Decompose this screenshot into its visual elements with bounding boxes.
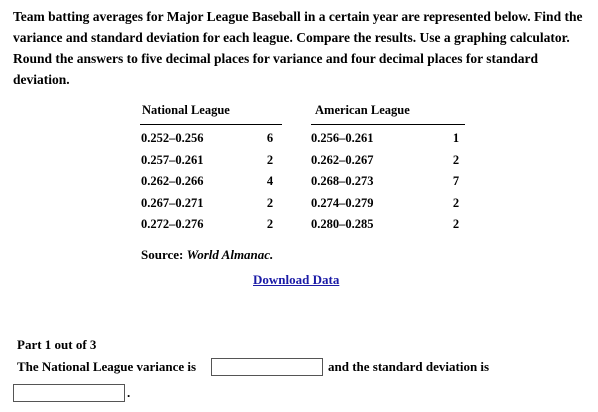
al-class-range: 0.274–0.279 [311, 195, 374, 210]
table-row: 0.257–0.261 2 0.262–0.267 2 [137, 153, 467, 175]
table-row: 0.267–0.271 2 0.274–0.279 2 [137, 196, 467, 218]
nl-frequency: 2 [266, 217, 274, 231]
al-frequency: 2 [452, 217, 460, 231]
sentence-period: . [127, 385, 131, 400]
download-data-link[interactable]: Download Data [253, 272, 340, 287]
nl-class-range: 0.267–0.271 [141, 195, 204, 210]
nl-class-range: 0.257–0.261 [141, 152, 204, 167]
nl-frequency: 6 [266, 131, 274, 145]
american-league-header-rule [311, 124, 465, 125]
national-league-header: National League [142, 103, 230, 117]
al-class-range: 0.280–0.285 [311, 217, 374, 231]
table-row: 0.252–0.256 6 0.256–0.261 1 [137, 131, 467, 153]
source-label: Source: [141, 247, 187, 262]
al-frequency: 1 [452, 131, 460, 145]
al-class-range: 0.256–0.261 [311, 131, 374, 145]
al-frequency: 2 [452, 152, 460, 167]
table-rows: 0.252–0.256 6 0.256–0.261 1 0.257–0.261 … [137, 131, 467, 239]
al-class-range: 0.262–0.267 [311, 152, 374, 167]
table-row: 0.262–0.266 4 0.268–0.273 7 [137, 174, 467, 196]
variance-answer-input[interactable] [211, 358, 323, 376]
standard-deviation-answer-input[interactable] [13, 384, 125, 402]
nl-frequency: 2 [266, 195, 274, 210]
al-frequency: 2 [452, 195, 460, 210]
al-frequency: 7 [452, 174, 460, 188]
nl-frequency: 2 [266, 152, 274, 167]
al-class-range: 0.268–0.273 [311, 174, 374, 188]
nl-frequency: 4 [266, 174, 274, 188]
table-row: 0.272–0.276 2 0.280–0.285 2 [137, 217, 467, 239]
problem-prompt: Team batting averages for Major League B… [13, 9, 583, 87]
american-league-header: American League [315, 103, 410, 117]
nl-class-range: 0.272–0.276 [141, 217, 204, 231]
part-label: Part 1 out of 3 [17, 337, 97, 352]
sd-question-text: and the standard deviation is [328, 359, 490, 374]
national-league-header-rule [140, 124, 282, 125]
source-citation: Source: World Almanac. [141, 247, 273, 263]
nl-class-range: 0.262–0.266 [141, 174, 204, 188]
nl-class-range: 0.252–0.256 [141, 131, 204, 145]
variance-question-text: The National League variance is [17, 359, 197, 374]
source-publication: World Almanac. [186, 247, 274, 262]
